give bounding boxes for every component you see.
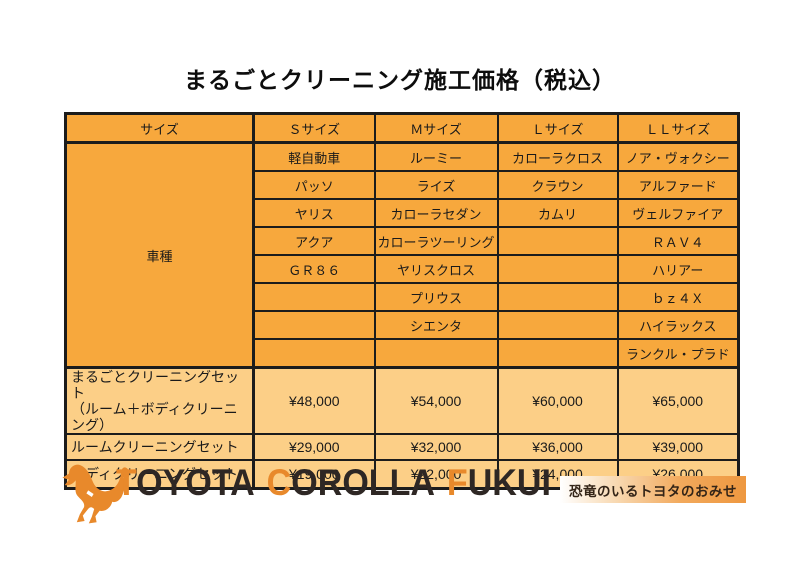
vehicle-cell: ノア・ヴォクシー: [616, 141, 740, 172]
vehicle-row: 車種 軽自動車 ルーミー カローラクロス ノア・ヴォクシー: [64, 141, 740, 369]
size-header-cell: サイズ: [64, 112, 255, 144]
size-header-row: サイズ Ｓサイズ Ｍサイズ Ｌサイズ ＬＬサイズ: [64, 112, 740, 144]
logo-word-fukui: FUKUI: [446, 462, 551, 503]
logo-word-toyota: TOYOTA: [116, 462, 255, 503]
vehicle-cell: カローラツーリング: [373, 226, 499, 256]
vehicle-cell: クラウン: [496, 170, 619, 200]
vehicle-row: ヤリス カローラセダン カムリ ヴェルファイア: [66, 198, 740, 228]
vehicle-cell: [496, 338, 619, 369]
price-cell: ¥65,000: [616, 366, 740, 436]
vehicle-cell: [373, 338, 499, 369]
vehicle-cell: [252, 310, 376, 340]
size-col-ll: ＬＬサイズ: [616, 112, 740, 144]
vehicle-row: シエンタ ハイラックス: [66, 310, 740, 340]
vehicle-cell: ハイラックス: [616, 310, 740, 340]
tagline-banner: 恐竜のいるトヨタのおみせ: [560, 476, 746, 503]
price-cell: ¥32,000: [373, 433, 499, 462]
price-cell: ¥48,000: [252, 366, 376, 436]
price-cell: ¥24,000: [496, 459, 619, 490]
vehicle-cell: パッソ: [252, 170, 376, 200]
vehicle-row: ＧＲ８６ ヤリスクロス ハリアー: [66, 254, 740, 284]
size-col-m: Ｍサイズ: [373, 112, 499, 144]
vehicle-cell: ｂｚ４Ｘ: [616, 282, 740, 312]
price-cell: ¥54,000: [373, 366, 499, 436]
price-row-full-set: まるごとクリーニングセット （ルーム＋ボディクリーニング） ¥48,000 ¥5…: [64, 366, 740, 436]
vehicle-cell: [496, 310, 619, 340]
price-cell: ¥19,000: [252, 459, 376, 490]
price-cell: ¥22,000: [373, 459, 499, 490]
vehicle-cell: プリウス: [373, 282, 499, 312]
vehicle-cell: 軽自動車: [252, 141, 376, 172]
vehicle-cell: ルーミー: [373, 141, 499, 172]
vehicle-row: プリウス ｂｚ４Ｘ: [66, 282, 740, 312]
vehicle-cell: ヤリスクロス: [373, 254, 499, 284]
price-cell: ¥39,000: [616, 433, 740, 462]
vehicle-cell: ランクル・プラド: [616, 338, 740, 369]
vehicle-cell: [496, 254, 619, 284]
price-label-line1: まるごとクリーニングセット: [71, 369, 239, 402]
vehicle-cell: [252, 282, 376, 312]
vehicle-cell: アクア: [252, 226, 376, 256]
price-row-label: ボディクリーニングセット: [64, 459, 255, 490]
vehicle-cell: ＧＲ８６: [252, 254, 376, 284]
vehicle-cell: カローラセダン: [373, 198, 499, 228]
vehicle-cell: [252, 338, 376, 369]
price-cell: ¥29,000: [252, 433, 376, 462]
price-label-line2: （ルーム＋ボディクリーニング）: [71, 401, 238, 434]
vehicle-cell: シエンタ: [373, 310, 499, 340]
logo-word-corolla: COROLLA: [266, 462, 435, 503]
page-title: まるごとクリーニング施工価格（税込）: [184, 67, 616, 93]
vehicle-cell: カムリ: [496, 198, 619, 228]
vehicle-cell: ヤリス: [252, 198, 376, 228]
vehicle-cell: ヴェルファイア: [616, 198, 740, 228]
price-cell: ¥60,000: [496, 366, 619, 436]
footer-logo-area: TOYOTA COROLLA FUKUI 恐竜のいるトヨタのおみせ: [56, 450, 756, 540]
price-row-body-set: ボディクリーニングセット ¥19,000 ¥22,000 ¥24,000 ¥26…: [64, 459, 740, 490]
price-row-label: まるごとクリーニングセット （ルーム＋ボディクリーニング）: [64, 366, 255, 436]
vehicle-cell: [496, 226, 619, 256]
price-row-label: ルームクリーニングセット: [64, 433, 255, 462]
size-col-l: Ｌサイズ: [496, 112, 619, 144]
vehicle-header-cell: 車種: [64, 141, 255, 369]
price-cell: ¥36,000: [496, 433, 619, 462]
vehicle-cell: ＲＡＶ４: [616, 226, 740, 256]
logo-text: TOYOTA COROLLA FUKUI: [116, 462, 551, 504]
vehicle-cell: [496, 282, 619, 312]
cleaning-price-table: サイズ Ｓサイズ Ｍサイズ Ｌサイズ ＬＬサイズ 車種 軽自動車 ルーミー カロ…: [64, 112, 741, 491]
vehicle-cell: ハリアー: [616, 254, 740, 284]
size-col-s: Ｓサイズ: [252, 112, 376, 144]
vehicle-row: パッソ ライズ クラウン アルファード: [66, 170, 740, 200]
dinosaur-icon: [62, 464, 130, 524]
vehicle-cell: ライズ: [373, 170, 499, 200]
vehicle-row: アクア カローラツーリング ＲＡＶ４: [66, 226, 740, 256]
vehicle-cell: アルファード: [616, 170, 740, 200]
vehicle-cell: カローラクロス: [496, 141, 619, 172]
price-row-room-set: ルームクリーニングセット ¥29,000 ¥32,000 ¥36,000 ¥39…: [64, 433, 740, 462]
